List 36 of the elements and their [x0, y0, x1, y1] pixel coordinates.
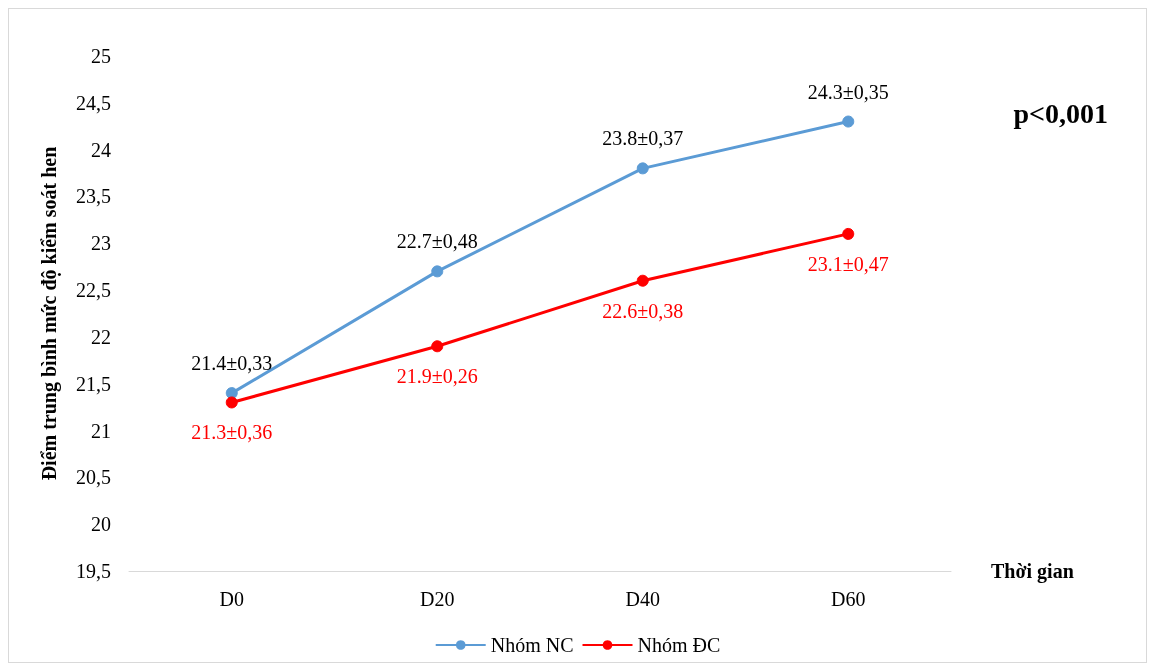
data-label: 21.3±0,36	[191, 421, 273, 444]
data-label: 21.9±0,26	[396, 365, 478, 388]
data-label: 22.7±0,48	[396, 230, 478, 253]
x-axis-title: Thời gian	[991, 560, 1074, 583]
y-tick-label: 24,5	[76, 91, 111, 114]
legend-label: Nhóm NC	[490, 634, 574, 656]
data-label: 23.8±0,37	[602, 127, 684, 150]
y-tick-label: 22,5	[76, 279, 111, 302]
text: p<0,001	[1013, 97, 1108, 129]
y-tick-label: 23,5	[76, 185, 111, 208]
x-tick-label: D40	[625, 588, 660, 610]
point	[842, 115, 855, 128]
x-tick-label: D60	[831, 588, 866, 610]
y-tick-label: 21,5	[76, 372, 111, 395]
y-tick-label: 20,5	[76, 466, 111, 489]
y-tick-label: 20	[91, 513, 111, 536]
legend-label: Nhóm ĐC	[637, 634, 721, 656]
y-tick-label: 23	[91, 232, 111, 255]
y-tick-label: 21	[91, 419, 111, 442]
point	[636, 162, 649, 175]
y-tick-label: 24	[91, 138, 111, 161]
point	[431, 340, 444, 353]
y-tick-label: 19,5	[76, 560, 111, 582]
y-tick-label: 22	[91, 325, 111, 348]
data-label: 23.1±0,47	[807, 252, 889, 275]
x-tick-label: D20	[420, 588, 455, 610]
data-label: 24.3±0,35	[807, 80, 889, 103]
data-label: 22.6±0,38	[602, 299, 684, 322]
y-tick-label: 25	[91, 45, 111, 67]
point	[225, 396, 238, 409]
point	[431, 265, 444, 278]
point	[842, 227, 855, 240]
x-tick-label: D0	[219, 588, 244, 610]
data-label: 21.4±0,33	[191, 352, 273, 375]
y-axis-title: Điểm trung bình mức độ kiểm soát hen	[38, 146, 61, 481]
point	[636, 274, 649, 287]
